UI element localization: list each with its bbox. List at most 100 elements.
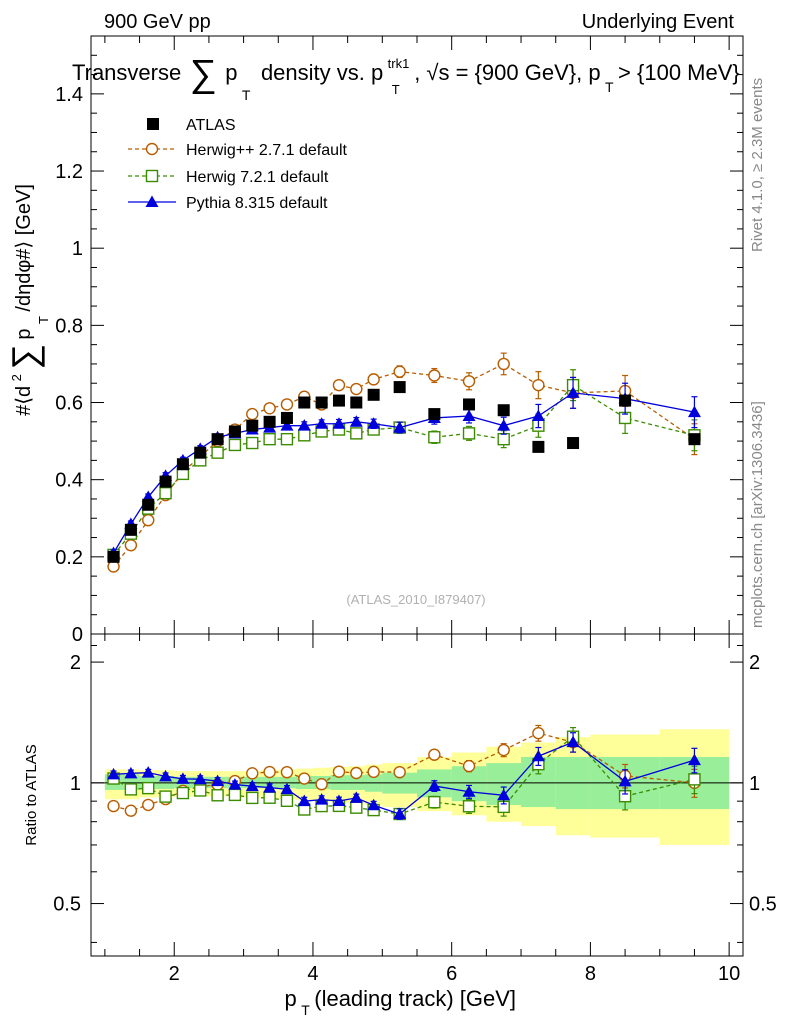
ratio-data-point: [687, 753, 701, 766]
ratio-data-point: [332, 794, 346, 806]
main-data-point: [280, 419, 294, 431]
legend: ATLAS Herwig++ 2.7.1 default Herwig 7.2.…: [128, 117, 348, 212]
main-data-point: [176, 458, 189, 471]
main-data-point: [462, 375, 476, 388]
main-data-point: [462, 409, 476, 422]
main-data-point: [350, 427, 363, 440]
main-data-point: [194, 446, 207, 459]
ratio-data-point: [142, 798, 155, 812]
main-data-point: [350, 396, 363, 409]
main-data-point: [687, 405, 701, 418]
main-data-point: [350, 382, 363, 396]
header-left: 900 GeV pp: [104, 11, 211, 33]
ratio-data-point: [107, 767, 121, 780]
main-pythia-8-315-default: [107, 376, 701, 558]
axes: 0 0.2 0.4 0.6 0.8 1 1.2 1.4 2 4 6 8 10 0.5 0.5 1 1 2 2: [53, 36, 777, 985]
legend-marker-herwigpp: [145, 142, 159, 156]
ratio-data-point: [618, 774, 632, 787]
x-tick-label: 2: [169, 963, 180, 985]
ratio-data-point: [280, 794, 294, 807]
legend-entry-pythia: Pythia 8.315 default: [128, 195, 328, 212]
main-data-point: [566, 386, 580, 398]
main-y-tick-label: 1: [72, 238, 83, 260]
main-data-point: [297, 419, 311, 431]
main-data-point: [428, 431, 441, 444]
ratio-y-axis-label: Ratio to ATLAS: [23, 744, 40, 845]
mcplots-label: mcplots.cern.ch [arXiv:1306.3436]: [749, 401, 766, 628]
ratio-data-point: [263, 781, 277, 793]
ratio-data-point: [462, 759, 476, 773]
main-data-point: [531, 409, 545, 422]
main-data-point: [211, 446, 224, 459]
main-y-tick-label: 0.2: [55, 547, 83, 569]
main-data-point: [211, 433, 224, 446]
main-data-point: [497, 419, 511, 431]
main-data-point: [462, 427, 476, 440]
ratio-data-point: [263, 765, 276, 779]
ratio-data-point: [367, 765, 380, 779]
ratio-data-point: [497, 743, 510, 757]
ratio-data-point: [393, 807, 407, 820]
ratio-data-point: [315, 793, 329, 805]
ratio-data-point: [211, 789, 224, 802]
ratio-data-point: [159, 790, 172, 803]
main-data-point: [497, 404, 510, 417]
main-data-point: [428, 369, 441, 382]
main-data-point: [332, 417, 346, 429]
legend-entry-atlas: ATLAS: [147, 117, 236, 134]
main-data-point: [142, 513, 155, 527]
main-y-axis-label: #⟨d 2 ∑ p T /dηdφ#⟩ [GeV]: [4, 184, 52, 416]
x-tick-label: 6: [446, 963, 457, 985]
ratio-y-tick-label-right: 1: [749, 773, 760, 795]
main-y-tick-label: 0.8: [55, 315, 83, 337]
ratio-data-point: [142, 781, 155, 795]
ratio-data-point: [297, 794, 311, 807]
ratio-data-point: [246, 791, 259, 805]
main-data-point: [246, 419, 259, 432]
legend-entry-herwigpp: Herwig++ 2.7.1 default: [128, 142, 348, 159]
ratio-y-tick-label: 1: [70, 773, 81, 795]
main-data-point: [463, 398, 476, 411]
ratio-y-tick-label-right: 2: [749, 652, 760, 674]
ratio-y-tick-label: 2: [70, 652, 81, 674]
main-data-point: [428, 408, 441, 421]
main-y-tick-label: 0.4: [55, 470, 83, 492]
main-data-point: [280, 411, 293, 424]
ratio-data-point: [350, 801, 363, 814]
main-data-point: [497, 432, 510, 446]
legend-label-pythia: Pythia 8.315 default: [186, 195, 328, 212]
plot-title: Transverse ∑ p T density vs. p trk1 T , …: [72, 53, 740, 104]
main-data-point: [367, 388, 380, 401]
legend-marker-pythia: [145, 195, 159, 207]
main-y-tick-label: 0.6: [55, 393, 83, 415]
ratio-data-point: [246, 767, 259, 780]
main-data-point: [315, 417, 329, 429]
ratio-data-point: [211, 774, 225, 787]
main-y-tick-label: 0: [72, 624, 83, 646]
ratio-data-point: [462, 800, 476, 813]
ratio-data-point: [532, 726, 545, 740]
legend-label-herwigpp: Herwig++ 2.7.1 default: [186, 142, 348, 159]
ratio-pythia-8-315-default: [107, 732, 701, 820]
ratio-data-point: [350, 766, 363, 780]
ratio-data-point: [566, 735, 580, 748]
main-data-point: [246, 407, 259, 421]
legend-entry-herwig7: Herwig 7.2.1 default: [128, 169, 329, 186]
main-series: [107, 352, 701, 573]
ratio-data-point: [531, 749, 545, 762]
ratio-data-point: [497, 788, 511, 801]
x-tick-label: 8: [585, 963, 596, 985]
ratio-data-point: [428, 795, 441, 809]
ratio-data-point: [280, 782, 294, 795]
main-series-line: [112, 392, 695, 554]
ratio-data-point: [688, 773, 701, 786]
ratio-data-point: [427, 779, 441, 791]
ratio-data-point: [462, 785, 476, 797]
main-data-point: [263, 432, 276, 446]
main-data-point: [393, 381, 406, 394]
ratio-data-point: [194, 784, 207, 797]
main-data-point: [124, 523, 137, 536]
legend-label-atlas: ATLAS: [186, 117, 236, 134]
ratio-data-point: [107, 799, 120, 813]
main-data-point: [367, 417, 381, 429]
